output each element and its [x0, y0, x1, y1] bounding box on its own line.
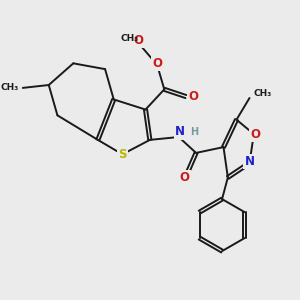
Text: N: N: [244, 155, 254, 168]
Text: O: O: [250, 128, 260, 141]
Text: N: N: [175, 125, 185, 138]
Text: O: O: [152, 57, 162, 70]
Text: CH₃: CH₃: [121, 34, 139, 43]
Text: H: H: [190, 127, 198, 137]
Text: O: O: [179, 171, 190, 184]
Text: O: O: [188, 90, 198, 103]
Text: S: S: [118, 148, 127, 161]
Text: CH₃: CH₃: [254, 89, 272, 98]
Text: CH₃: CH₃: [1, 83, 19, 92]
Text: O: O: [133, 34, 143, 47]
